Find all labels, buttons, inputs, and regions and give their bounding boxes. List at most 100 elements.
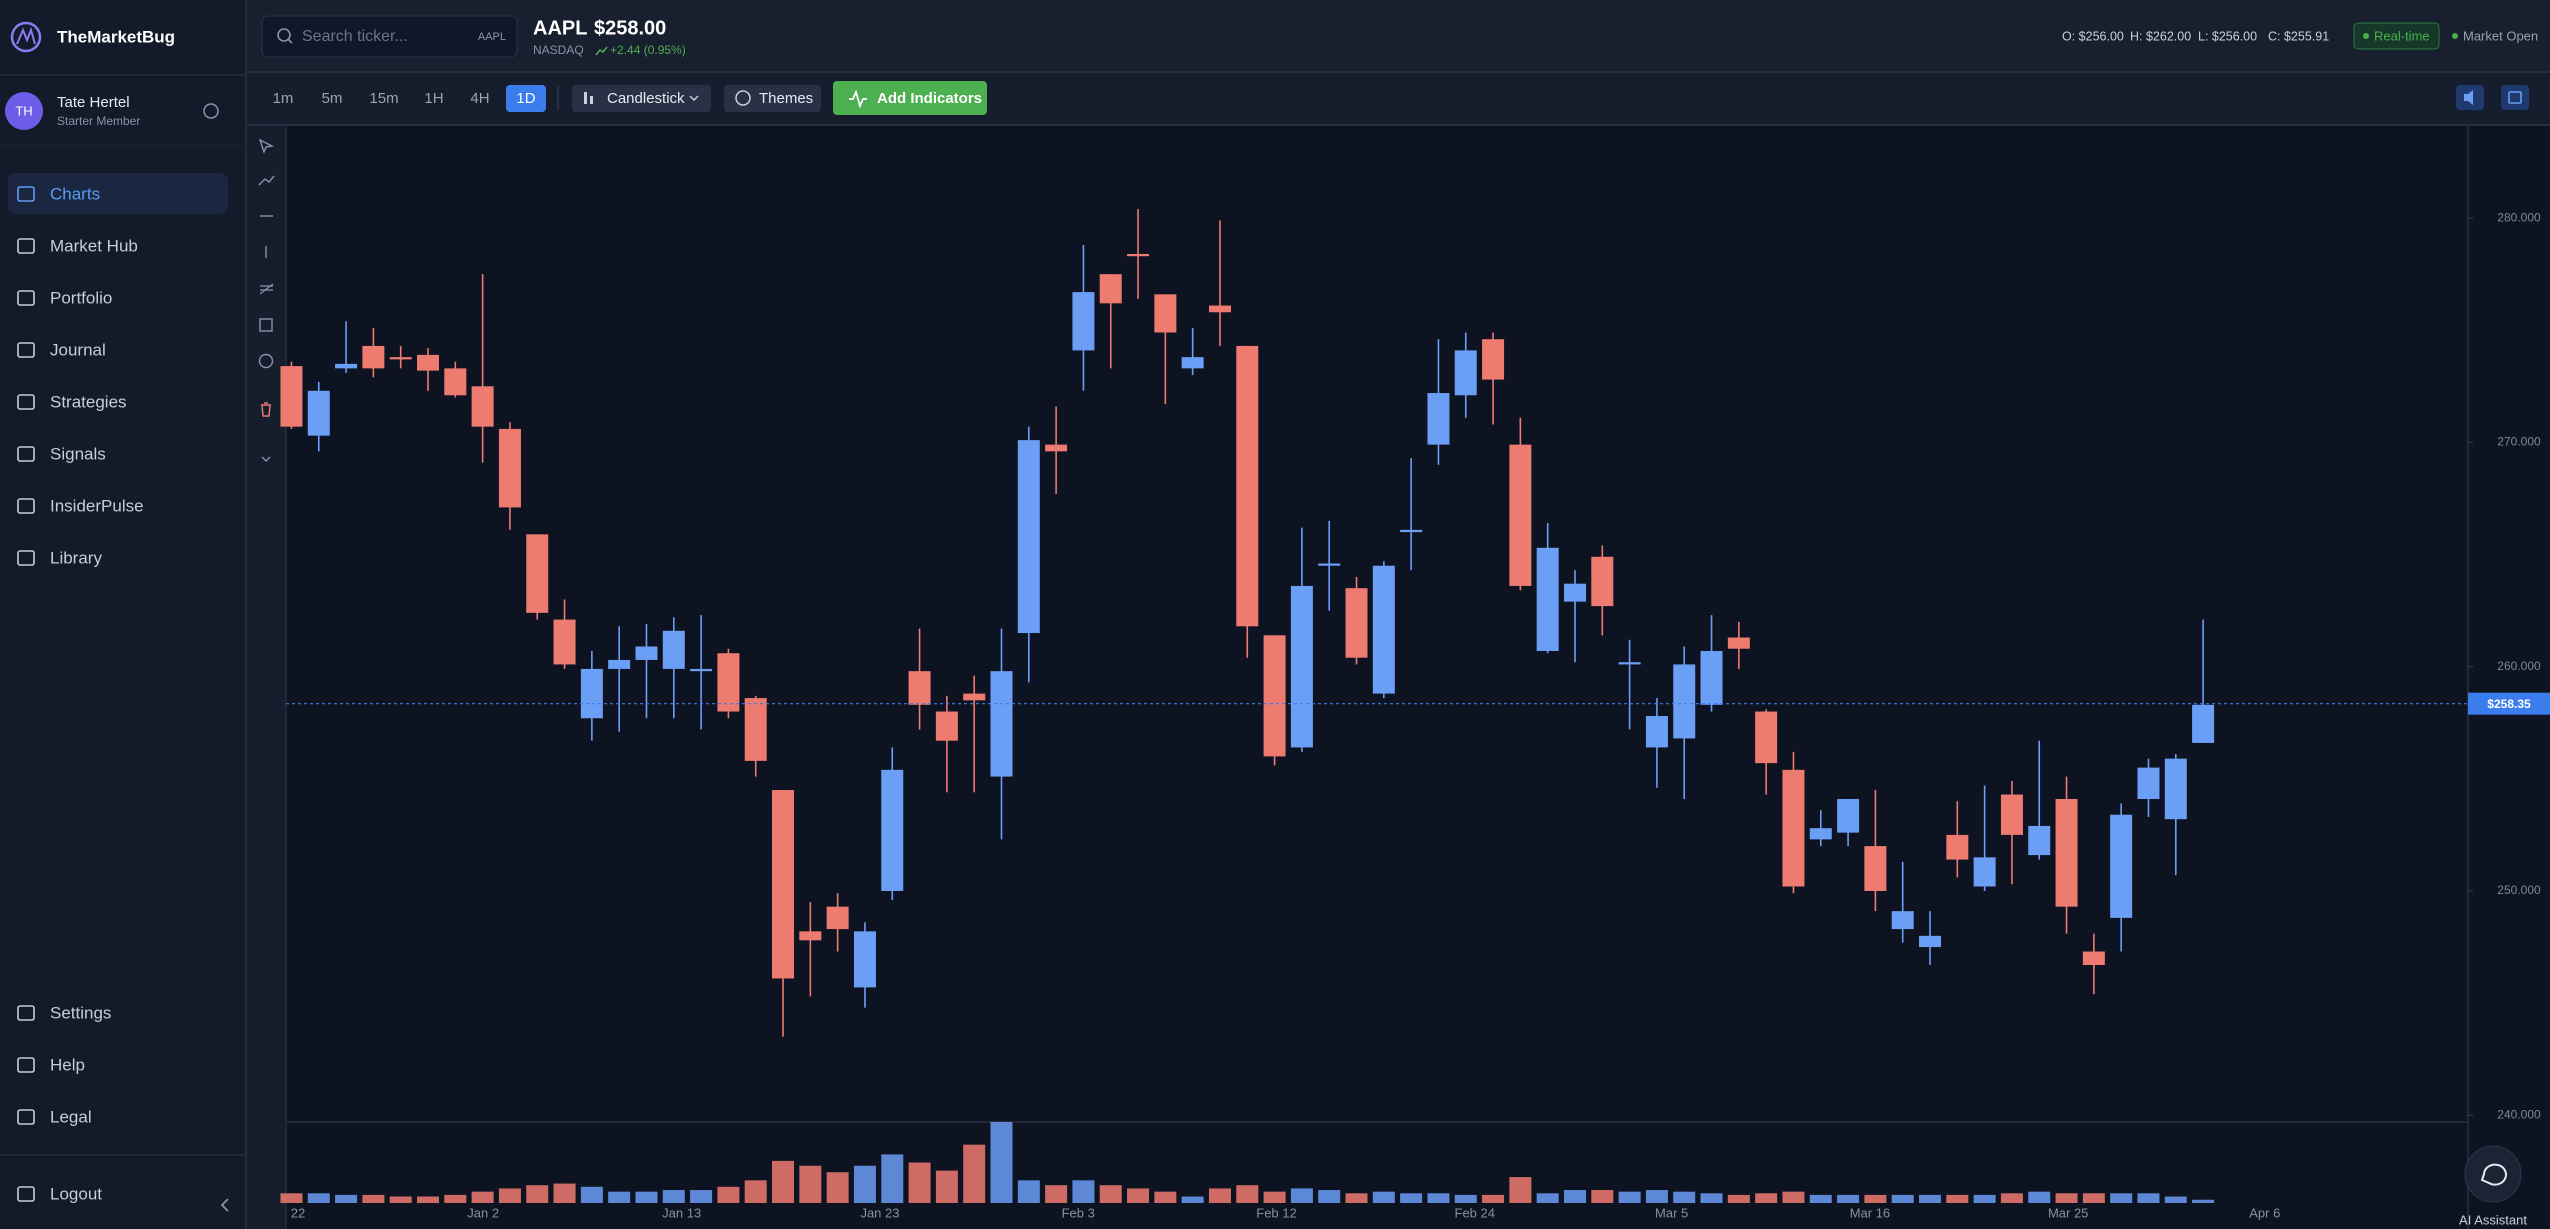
x-tick-label: Feb 3: [1062, 1205, 1095, 1220]
theme-icon[interactable]: [203, 103, 219, 119]
trend-tool[interactable]: [258, 175, 275, 186]
candle-body: [1263, 635, 1286, 757]
x-tick-label: Jan 13: [662, 1205, 701, 1220]
channel-tool[interactable]: [259, 283, 274, 295]
search-placeholder: Search ticker...: [302, 28, 408, 45]
cursor-tool[interactable]: [258, 138, 275, 155]
nav-item[interactable]: Library: [50, 548, 102, 567]
volume-bar: [826, 1172, 849, 1203]
candle-body: [1099, 274, 1122, 304]
volume-bar: [1591, 1190, 1614, 1203]
timeframe-active-bg: [506, 85, 546, 112]
candle-body: [1181, 357, 1204, 369]
more-tools[interactable]: [261, 456, 271, 462]
search-box[interactable]: [261, 15, 518, 58]
volume-bar: [1645, 1190, 1668, 1203]
candle-body: [2082, 951, 2105, 965]
themes-button[interactable]: [724, 85, 821, 112]
candle-body: [1482, 339, 1505, 380]
ohlc-value: H: $262.00: [2130, 29, 2191, 43]
nav-item[interactable]: Journal: [50, 340, 106, 359]
timeframe[interactable]: 4H: [470, 90, 489, 107]
volume-bar: [1891, 1194, 1914, 1203]
nav-item[interactable]: Strategies: [50, 392, 127, 411]
themes-icon: [735, 90, 751, 106]
candle-body: [1427, 393, 1450, 445]
candle-body: [498, 428, 521, 508]
nav-item[interactable]: Help: [50, 1055, 85, 1074]
timeframe[interactable]: 1m: [273, 90, 294, 107]
x-tick-label: 22: [291, 1205, 305, 1220]
timeframe[interactable]: 15m: [369, 90, 398, 107]
nav-icon: [17, 498, 35, 514]
x-tick-label: Mar 25: [2048, 1205, 2088, 1220]
candle-body: [744, 698, 767, 761]
volume-bar: [1208, 1188, 1231, 1203]
layout-icon: [2508, 91, 2522, 104]
rectangle-tool[interactable]: [259, 318, 273, 332]
candle-body: [990, 671, 1013, 777]
avatar-initials: TH: [15, 103, 32, 118]
drawing-tools: [247, 126, 286, 1229]
volume-bar: [772, 1160, 795, 1203]
collapse-sidebar[interactable]: [220, 1198, 229, 1212]
candle-body: [2055, 799, 2078, 907]
logo[interactable]: [10, 21, 42, 53]
candle-body: [717, 653, 740, 712]
candle-body: [935, 711, 958, 741]
chart-type-button[interactable]: [572, 85, 711, 112]
nav-item[interactable]: Settings: [50, 1003, 111, 1022]
avatar[interactable]: [5, 92, 43, 130]
timeframe[interactable]: 5m: [322, 90, 343, 107]
timeframe[interactable]: 1D: [516, 90, 535, 107]
nav-item[interactable]: Legal: [50, 1107, 92, 1126]
volume-bar: [744, 1180, 767, 1203]
candle-body: [307, 390, 330, 436]
candle-body: [1400, 529, 1423, 533]
candle-body: [1809, 828, 1832, 840]
volume-bar: [471, 1191, 494, 1203]
candle-body: [1891, 911, 1914, 930]
circle-tool[interactable]: [258, 353, 274, 369]
volume-bar: [526, 1185, 549, 1203]
candle-body: [1072, 292, 1095, 351]
assistant-button[interactable]: [2464, 1145, 2522, 1203]
candle-body: [2000, 794, 2023, 835]
timeframe[interactable]: 1H: [424, 90, 443, 107]
volume-bar: [2164, 1196, 2187, 1203]
nav-item[interactable]: Signals: [50, 444, 106, 463]
nav-item[interactable]: Portfolio: [50, 288, 112, 307]
nav-item[interactable]: Market Hub: [50, 236, 138, 255]
candle-body: [2192, 704, 2215, 743]
candle-body: [853, 931, 876, 988]
status-dot: [2363, 33, 2369, 39]
volume-bar: [335, 1194, 358, 1203]
x-tick-label: Apr 6: [2249, 1205, 2280, 1220]
nav-item[interactable]: Charts: [50, 184, 100, 203]
last-price-label: $258.35: [2487, 697, 2531, 711]
volume-bar: [635, 1191, 658, 1203]
volume-bar: [990, 1122, 1013, 1203]
status-dot: [2452, 33, 2458, 39]
add-indicators-button[interactable]: [833, 81, 987, 115]
candle-body: [1372, 565, 1395, 694]
candle-body: [2110, 814, 2133, 918]
volume-bar: [881, 1154, 904, 1203]
candle-body: [1755, 711, 1778, 764]
nav-icon: [17, 238, 35, 254]
nav-item[interactable]: InsiderPulse: [50, 496, 144, 515]
user-name: Tate Hertel: [57, 94, 130, 111]
volume-bar: [1318, 1190, 1341, 1203]
delete-tool[interactable]: [261, 402, 271, 417]
nav-item[interactable]: Logout: [50, 1184, 102, 1203]
x-tick-label: Mar 5: [1655, 1205, 1688, 1220]
x-tick-label: Jan 23: [860, 1205, 899, 1220]
volume-bar: [1154, 1191, 1177, 1203]
volume-bar: [2192, 1199, 2215, 1203]
candle-body: [1645, 716, 1668, 748]
candle-body: [608, 659, 631, 669]
layout-button[interactable]: [2501, 85, 2529, 110]
volume-bar: [1427, 1193, 1450, 1203]
